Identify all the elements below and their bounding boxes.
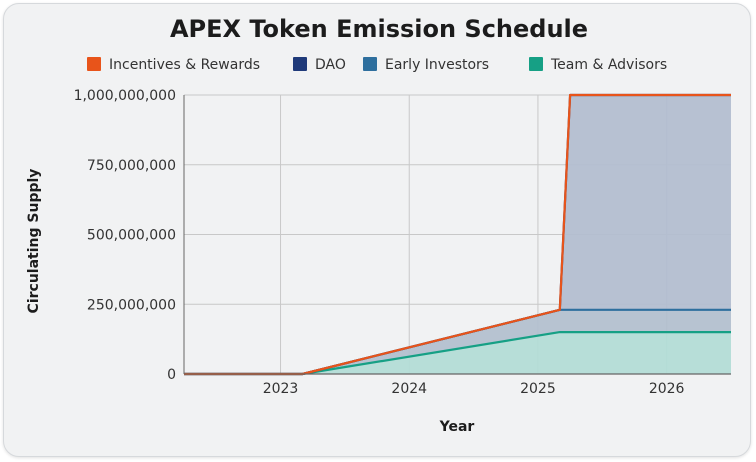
legend-swatch xyxy=(87,57,101,71)
x-tick-label: 2024 xyxy=(391,381,427,397)
x-axis-label: Year xyxy=(439,419,475,435)
y-tick-label: 750,000,000 xyxy=(87,158,176,174)
y-tick-label: 1,000,000,000 xyxy=(74,88,176,104)
series-areas xyxy=(184,95,731,374)
y-axis-label: Circulating Supply xyxy=(26,169,42,314)
x-tick-label: 2025 xyxy=(520,381,556,397)
x-tick-label: 2023 xyxy=(263,381,299,397)
legend-swatch xyxy=(363,57,377,71)
legend-label: Early Investors xyxy=(385,57,489,73)
y-tick-label: 250,000,000 xyxy=(87,297,176,313)
axes: 0 250,000,000 500,000,000 750,000,000 1,000,… xyxy=(74,88,731,397)
area-early-investors xyxy=(184,309,731,374)
legend-item-early-investors[interactable]: Early Investors xyxy=(363,57,489,73)
area-dao xyxy=(184,95,731,374)
legend: Incentives & Rewards DAO Early Investors Te… xyxy=(87,57,667,73)
chart-title: APEX Token Emission Schedule xyxy=(170,15,588,43)
x-tick-label: 2026 xyxy=(649,381,685,397)
y-tick-label: 0 xyxy=(167,367,176,383)
legend-label: DAO xyxy=(315,57,346,73)
legend-swatch xyxy=(293,57,307,71)
legend-swatch xyxy=(529,57,543,71)
area-team-advisors xyxy=(184,332,731,374)
legend-label: Team & Advisors xyxy=(550,57,667,73)
y-tick-label: 500,000,000 xyxy=(87,228,176,244)
legend-item-incentives-rewards[interactable]: Incentives & Rewards xyxy=(87,57,260,73)
legend-item-team-advisors[interactable]: Team & Advisors xyxy=(529,57,667,73)
legend-item-dao[interactable]: DAO xyxy=(293,57,346,73)
legend-label: Incentives & Rewards xyxy=(109,57,260,73)
